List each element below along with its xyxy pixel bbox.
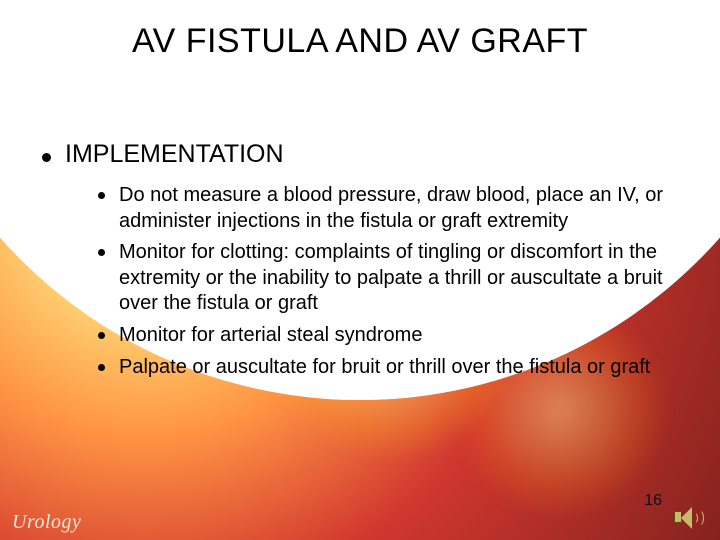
footer-logo: Urology <box>12 511 81 534</box>
list-item-text: Palpate or auscultate for bruit or thril… <box>119 355 650 381</box>
slide-number: 16 <box>644 492 662 510</box>
list-item-text: Monitor for clotting: complaints of ting… <box>119 240 672 317</box>
heading-row: IMPLEMENTATION <box>42 140 672 169</box>
slide-content: IMPLEMENTATION Do not measure a blood pr… <box>42 140 672 386</box>
list-item: Monitor for arterial steal syndrome <box>98 323 672 349</box>
sound-wave-icon <box>692 509 704 527</box>
bullet-list: Do not measure a blood pressure, draw bl… <box>98 183 672 380</box>
bullet-icon <box>98 249 105 256</box>
slide: AV FISTULA AND AV GRAFT IMPLEMENTATION D… <box>0 0 720 540</box>
heading-text: IMPLEMENTATION <box>65 140 284 169</box>
list-item: Monitor for clotting: complaints of ting… <box>98 240 672 317</box>
bullet-icon <box>98 364 105 371</box>
bullet-icon <box>98 332 105 339</box>
bullet-icon <box>42 153 51 162</box>
list-item: Palpate or auscultate for bruit or thril… <box>98 355 672 381</box>
list-item-text: Do not measure a blood pressure, draw bl… <box>119 183 672 234</box>
speaker-icon[interactable] <box>674 506 702 530</box>
list-item-text: Monitor for arterial steal syndrome <box>119 323 422 349</box>
slide-title: AV FISTULA AND AV GRAFT <box>0 22 720 61</box>
list-item: Do not measure a blood pressure, draw bl… <box>98 183 672 234</box>
bullet-icon <box>98 192 105 199</box>
